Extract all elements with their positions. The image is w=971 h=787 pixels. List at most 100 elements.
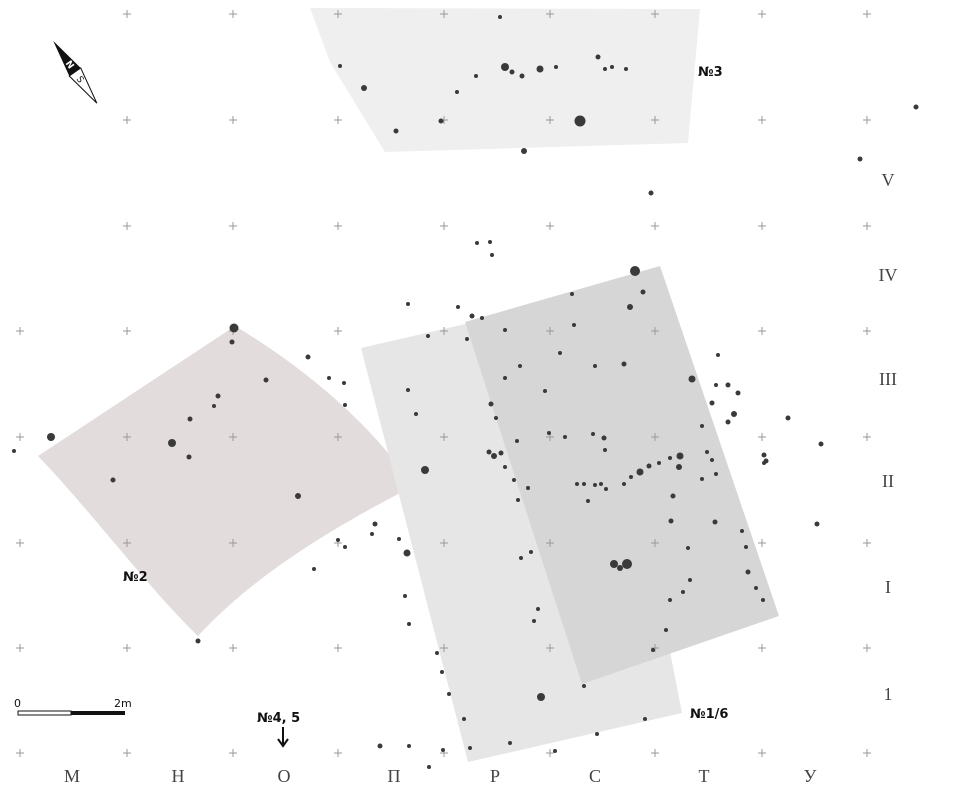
area-label: №2 [123,570,148,585]
find-spot [518,364,522,368]
find-spot [543,389,547,393]
find-spot [403,549,411,557]
grid-cross [758,116,766,124]
trenches [38,8,779,762]
grid-cross [229,222,237,230]
grid-cross [334,644,342,652]
scale-bar: 0 2m [14,697,132,716]
area-label: №1/6 [690,707,728,722]
grid-cross [440,539,448,547]
grid-cross [546,327,554,335]
find-spot [617,565,623,571]
find-spot [622,482,626,486]
find-spot [586,499,590,503]
grid-cross [440,644,448,652]
grid-cross [334,433,342,441]
find-spot [582,684,586,688]
find-spot [740,529,744,533]
find-spot [503,465,507,469]
find-spot [761,452,767,458]
find-spot [553,749,557,753]
find-spot [536,607,540,611]
grid-cross [229,749,237,757]
find-spot [624,67,628,71]
grid-cross [863,327,871,335]
find-spot [526,486,530,490]
find-spot [563,435,567,439]
grid-cross [123,539,131,547]
grid-cross [440,222,448,230]
find-spot [426,334,430,338]
find-spot [186,454,192,460]
find-spot [664,628,668,632]
find-spot [593,364,597,368]
finds [12,15,919,769]
find-spot [601,435,607,441]
find-spot [342,381,346,385]
find-spot [263,377,269,383]
find-spot [536,65,544,73]
arrow-down [277,727,289,748]
find-spot [599,482,603,486]
find-spot [488,401,494,407]
grid-cross [863,116,871,124]
find-spot [480,316,484,320]
grid-cross [651,433,659,441]
find-spot [361,85,367,91]
find-spot [731,411,737,417]
grid-cross [334,116,342,124]
grid-cross [758,644,766,652]
row-label: IV [879,265,898,285]
grid-crosses [16,10,871,757]
find-spot [229,323,239,333]
grid-cross [123,327,131,335]
find-spot [229,339,235,345]
grid-cross [651,327,659,335]
find-spot [554,65,558,69]
grid-cross [123,116,131,124]
find-spot [421,466,429,474]
find-spot [603,67,607,71]
find-spot [474,74,478,78]
find-spot [441,748,445,752]
scale-black [71,711,125,715]
find-spot [630,266,640,276]
grid-cross [758,10,766,18]
find-spot [501,63,509,71]
find-spot [710,458,714,462]
find-spot [537,693,545,701]
find-spot [754,586,758,590]
find-spot [547,431,551,435]
column-label: С [589,766,601,786]
column-label: П [388,766,401,786]
grid-cross [123,222,131,230]
find-spot [372,521,378,527]
find-spot [610,560,618,568]
grid-cross [334,327,342,335]
grid-cross [546,644,554,652]
grid-cross [651,222,659,230]
find-spot [503,328,507,332]
grid-cross [123,433,131,441]
find-spot [406,388,410,392]
find-spot [469,313,475,319]
find-spot [532,619,536,623]
compass-s: S [74,75,86,86]
find-spot [582,482,586,486]
grid-cross [16,327,24,335]
compass-n: N [63,59,76,71]
find-spot [343,403,347,407]
column-label: Н [172,766,185,786]
grid-cross [863,749,871,757]
grid-cross [123,749,131,757]
find-spot [403,594,407,598]
find-spot [486,449,492,455]
find-spot [744,545,748,549]
grid-cross [651,539,659,547]
grid-cross [651,644,659,652]
find-spot [519,73,525,79]
find-spot [761,598,765,602]
find-spot [814,521,820,527]
row-label: 1 [884,684,893,704]
